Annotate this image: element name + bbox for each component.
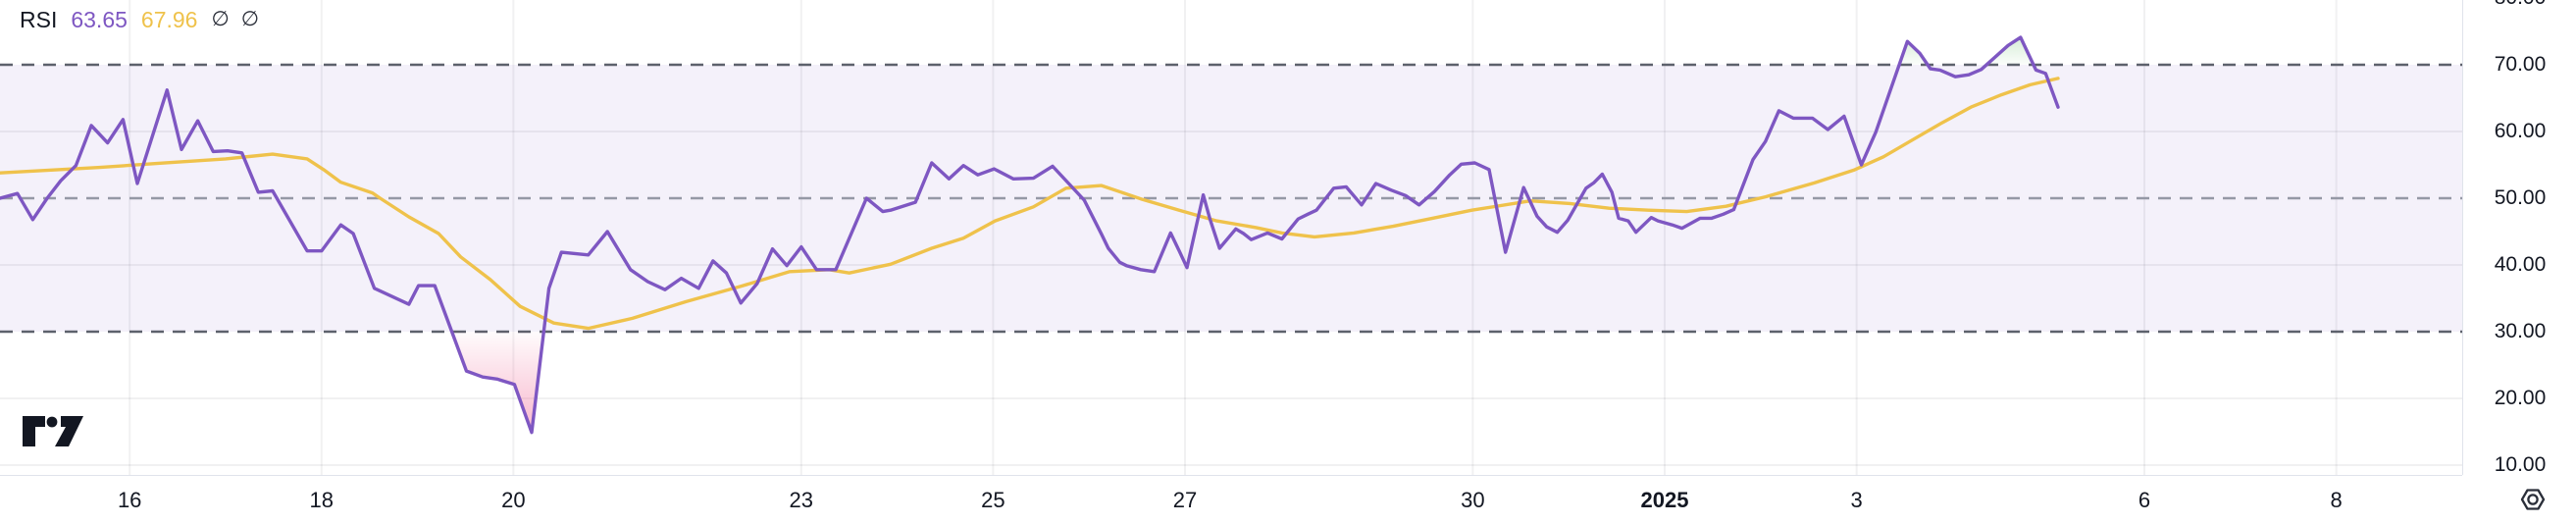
time-axis[interactable]: 16 18 20 23 25 27 30 2025 3 6 8 [0,475,2576,524]
time-label-23: 23 [789,488,814,512]
time-label-30: 30 [1461,488,1485,512]
overbought-zone-fill [1986,37,2034,65]
oversold-zone-fill [451,332,544,433]
price-label-10: 10.00 [2494,453,2547,475]
time-label-27: 27 [1172,488,1198,512]
price-axis[interactable]: 80.00 70.00 60.00 50.00 40.00 30.00 20.00 10.00 [2462,0,2576,475]
price-label-60: 60.00 [2494,120,2547,142]
rsi-value: 63.65 [71,7,128,32]
logo-seven-glyph [55,416,83,446]
time-label-20: 20 [501,488,526,512]
gear-hexagon [2520,489,2546,510]
time-label-3: 3 [1850,488,1863,512]
price-label-80: 80.00 [2463,0,2576,10]
time-label-18: 18 [309,488,335,512]
empty-set-icon: ∅ [211,8,230,30]
indicator-legend: RSI 63.65 67.96 ∅ ∅ [20,6,259,33]
time-label-8: 8 [2330,488,2343,512]
empty-set-icon: ∅ [240,8,260,30]
gear-hub [2527,494,2539,505]
price-label-70: 70.00 [2494,53,2547,76]
price-label-50: 50.00 [2494,186,2547,209]
tradingview-logo[interactable] [22,414,84,451]
settings-gear-icon[interactable] [2518,485,2548,514]
time-label-2025: 2025 [1640,488,1689,512]
price-label-20: 20.00 [2494,387,2547,409]
rsi-plot-canvas[interactable] [0,0,2462,475]
rsi-line [0,35,2060,435]
time-label-6: 6 [2138,488,2151,512]
logo-one-glyph [23,416,45,446]
time-label-16: 16 [117,488,142,512]
ma-value: 67.96 [140,7,198,32]
empty-values: ∅ ∅ [211,6,259,33]
price-label-30: 30.00 [2494,320,2547,342]
axis-corner [2462,475,2576,524]
price-label-40: 40.00 [2494,253,2547,276]
indicator-title[interactable]: RSI [20,7,58,32]
ma-line [0,77,2060,331]
logo-dot [46,416,58,428]
time-label-25: 25 [981,488,1005,512]
